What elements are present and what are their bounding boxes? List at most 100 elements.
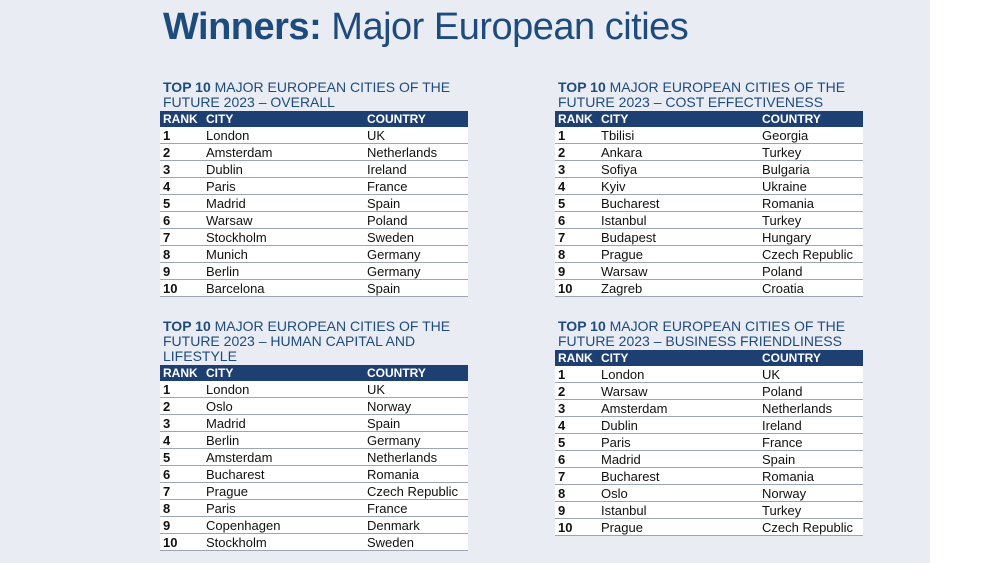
table-row: 4 Kyiv Ukraine [555, 177, 863, 195]
rank-cell: 10 [160, 533, 203, 551]
city-cell: Prague [598, 518, 759, 536]
rank-cell: 5 [160, 194, 203, 212]
table-row: 8 Prague Czech Republic [555, 245, 863, 263]
table-row: 2 Ankara Turkey [555, 143, 863, 161]
table-row: 1 London UK [555, 366, 863, 383]
rank-cell: 3 [160, 414, 203, 432]
table-row: 8 Oslo Norway [555, 484, 863, 502]
table-title-text: MAJOR EUROPEAN CITIES OF THE FUTURE 2023… [163, 318, 451, 364]
rank-header: RANK [160, 365, 203, 381]
rank-header: RANK [555, 350, 598, 366]
city-cell: Stockholm [203, 533, 364, 551]
table-row: 4 Paris France [160, 177, 468, 195]
table-title: TOP 10 MAJOR EUROPEAN CITIES OF THE FUTU… [163, 319, 468, 364]
city-cell: Istanbul [598, 501, 759, 519]
country-cell: Turkey [759, 143, 863, 161]
city-cell: London [203, 127, 364, 144]
table-row: 10 Stockholm Sweden [160, 533, 468, 551]
country-cell: Georgia [759, 127, 863, 144]
city-header: CITY [203, 111, 364, 127]
city-cell: Istanbul [598, 211, 759, 229]
country-header: COUNTRY [759, 111, 863, 127]
country-cell: UK [364, 127, 468, 144]
rank-cell: 9 [160, 262, 203, 280]
country-cell: Poland [759, 382, 863, 400]
country-cell: Bulgaria [759, 160, 863, 178]
rank-cell: 10 [555, 518, 598, 536]
country-cell: UK [364, 381, 468, 398]
country-cell: Czech Republic [364, 482, 468, 500]
table-row: 1 Tbilisi Georgia [555, 127, 863, 144]
city-cell: Paris [203, 499, 364, 517]
rank-cell: 2 [160, 397, 203, 415]
city-cell: Zagreb [598, 279, 759, 297]
table-row: 3 Madrid Spain [160, 414, 468, 432]
country-cell: Sweden [364, 228, 468, 246]
city-cell: Tbilisi [598, 127, 759, 144]
page-panel: Winners: Major European cities TOP 10 MA… [0, 0, 930, 563]
city-cell: Oslo [598, 484, 759, 502]
table-row: 2 Amsterdam Netherlands [160, 143, 468, 161]
city-header: CITY [598, 350, 759, 366]
country-cell: Spain [364, 194, 468, 212]
table-row: 3 Amsterdam Netherlands [555, 399, 863, 417]
table-row: 5 Paris France [555, 433, 863, 451]
rank-cell: 1 [555, 366, 598, 383]
rank-cell: 2 [555, 143, 598, 161]
country-cell: Spain [759, 450, 863, 468]
country-cell: Norway [364, 397, 468, 415]
rank-cell: 9 [160, 516, 203, 534]
city-cell: Berlin [203, 262, 364, 280]
city-header: CITY [598, 111, 759, 127]
header-row: RANK CITY COUNTRY [160, 365, 468, 381]
country-cell: Turkey [759, 211, 863, 229]
country-cell: France [364, 177, 468, 195]
city-cell: Stockholm [203, 228, 364, 246]
city-header: CITY [203, 365, 364, 381]
table-row: 9 Istanbul Turkey [555, 501, 863, 519]
table-row: 8 Munich Germany [160, 245, 468, 263]
city-cell: Sofiya [598, 160, 759, 178]
rank-cell: 2 [555, 382, 598, 400]
block-business-friendliness: TOP 10 MAJOR EUROPEAN CITIES OF THE FUTU… [555, 319, 863, 536]
rank-cell: 7 [555, 228, 598, 246]
country-cell: Ukraine [759, 177, 863, 195]
country-cell: Netherlands [364, 448, 468, 466]
country-cell: Ireland [364, 160, 468, 178]
rank-cell: 8 [160, 499, 203, 517]
table-title-text: MAJOR EUROPEAN CITIES OF THE FUTURE 2023… [163, 79, 451, 110]
country-cell: Germany [364, 245, 468, 263]
rank-cell: 3 [555, 160, 598, 178]
title-light: Major European cities [331, 6, 689, 48]
table-title-prefix: TOP 10 [163, 318, 211, 334]
country-cell: Denmark [364, 516, 468, 534]
table-row: 6 Bucharest Romania [160, 465, 468, 483]
country-cell: Spain [364, 279, 468, 297]
rank-cell: 6 [555, 211, 598, 229]
city-cell: Madrid [203, 194, 364, 212]
rank-cell: 8 [555, 484, 598, 502]
table-title-text: MAJOR EUROPEAN CITIES OF THE FUTURE 2023… [558, 318, 846, 349]
rank-cell: 8 [555, 245, 598, 263]
city-cell: Budapest [598, 228, 759, 246]
table-row: 9 Warsaw Poland [555, 262, 863, 280]
table-title: TOP 10 MAJOR EUROPEAN CITIES OF THE FUTU… [558, 80, 863, 110]
rank-cell: 1 [160, 127, 203, 144]
rank-cell: 10 [160, 279, 203, 297]
table-title: TOP 10 MAJOR EUROPEAN CITIES OF THE FUTU… [163, 80, 468, 110]
table-row: 9 Berlin Germany [160, 262, 468, 280]
city-cell: Dublin [598, 416, 759, 434]
city-cell: Amsterdam [203, 448, 364, 466]
city-cell: Prague [598, 245, 759, 263]
header-row: RANK CITY COUNTRY [555, 111, 863, 127]
city-cell: Madrid [598, 450, 759, 468]
table-title-prefix: TOP 10 [163, 79, 211, 95]
country-cell: Norway [759, 484, 863, 502]
city-cell: Warsaw [203, 211, 364, 229]
country-header: COUNTRY [364, 111, 468, 127]
rank-cell: 4 [160, 177, 203, 195]
country-cell: UK [759, 366, 863, 383]
country-cell: Germany [364, 262, 468, 280]
city-cell: Amsterdam [203, 143, 364, 161]
city-cell: Bucharest [203, 465, 364, 483]
